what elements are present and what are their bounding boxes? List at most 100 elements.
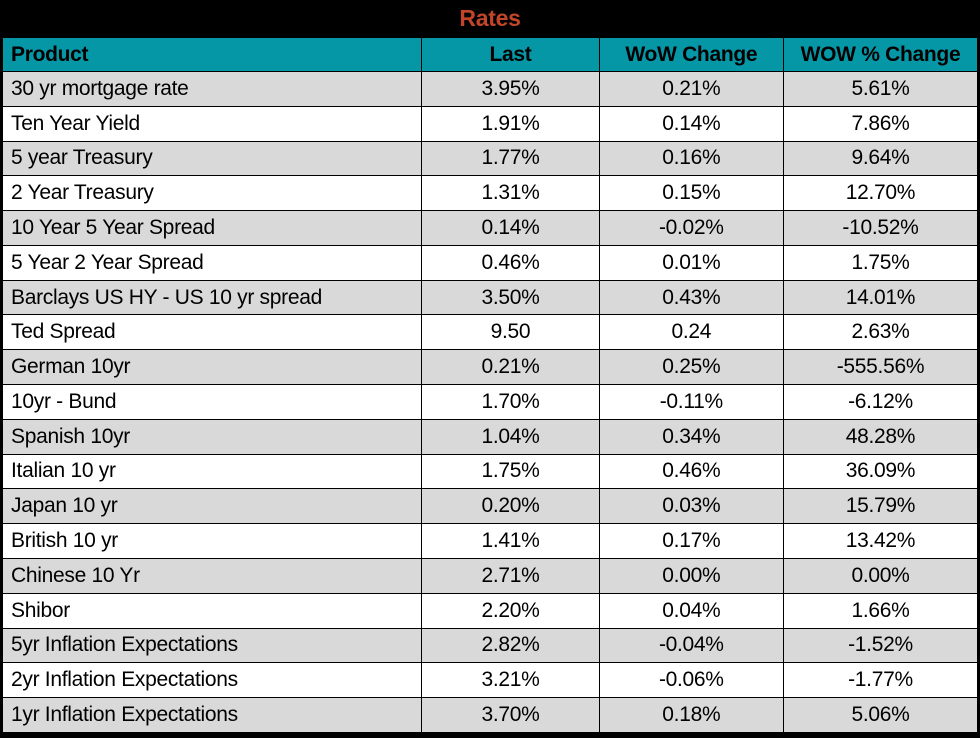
column-header-product: Product [1,37,423,72]
product-cell: Shibor [1,592,423,629]
value-cell: 0.14% [421,210,600,246]
table-title: Rates [459,5,521,31]
value-cell: -1.77% [782,662,979,699]
value-cell: 0.00% [598,557,784,594]
value-cell: 3.95% [421,71,600,107]
value-cell: 14.01% [782,279,979,316]
table-row: 5 year Treasury 1.77% 0.16% 9.64% [1,140,979,177]
product-cell: Italian 10 yr [1,453,423,490]
table-row: 10yr - Bund 1.70% -0.11% -6.12% [1,384,979,420]
value-cell: 3.70% [421,697,600,733]
product-cell: 30 yr mortgage rate [1,71,423,107]
value-cell: 0.21% [421,349,600,386]
table-row: British 10 yr 1.41% 0.17% 13.42% [1,523,979,559]
value-cell: 0.16% [598,140,784,177]
value-cell: -1.52% [782,627,979,664]
table-body: 30 yr mortgage rate 3.95% 0.21% 5.61% Ten Ye… [1,71,979,733]
value-cell: 1.75% [421,453,600,490]
table-row: Ten Year Yield 1.91% 0.14% 7.86% [1,105,979,142]
rates-table: Product Last WoW Change WOW % Change 30 … [1,37,979,733]
value-cell: 0.00% [782,557,979,594]
value-cell: -555.56% [782,349,979,386]
value-cell: 3.50% [421,279,600,316]
table-row: Chinese 10 Yr 2.71% 0.00% 0.00% [1,557,979,594]
value-cell: 0.14% [598,105,784,142]
value-cell: 12.70% [782,175,979,212]
value-cell: 2.20% [421,592,600,629]
value-cell: 0.17% [598,523,784,559]
value-cell: 15.79% [782,488,979,525]
product-cell: German 10yr [1,349,423,386]
value-cell: 0.18% [598,697,784,733]
table-row: Spanish 10yr 1.04% 0.34% 48.28% [1,418,979,455]
value-cell: 1.75% [782,244,979,281]
value-cell: 2.71% [421,557,600,594]
table-row: 1yr Inflation Expectations 3.70% 0.18% 5.06… [1,697,979,733]
column-header-wow-pct-change: WOW % Change [782,37,979,72]
table-row: German 10yr 0.21% 0.25% -555.56% [1,349,979,386]
value-cell: 5.06% [782,697,979,733]
table-header: Product Last WoW Change WOW % Change [1,37,979,72]
table-row: 10 Year 5 Year Spread 0.14% -0.02% -10.52% [1,210,979,246]
product-cell: 5yr Inflation Expectations [1,627,423,664]
table-row: 5 Year 2 Year Spread 0.46% 0.01% 1.75% [1,244,979,281]
value-cell: 0.24 [598,314,784,351]
product-cell: 1yr Inflation Expectations [1,697,423,733]
value-cell: 1.70% [421,384,600,420]
value-cell: 2.82% [421,627,600,664]
value-cell: 0.01% [598,244,784,281]
value-cell: 48.28% [782,418,979,455]
value-cell: 1.91% [421,105,600,142]
value-cell: 0.04% [598,592,784,629]
value-cell: 13.42% [782,523,979,559]
value-cell: -6.12% [782,384,979,420]
value-cell: 3.21% [421,662,600,699]
value-cell: 0.21% [598,71,784,107]
value-cell: 0.03% [598,488,784,525]
value-cell: 2.63% [782,314,979,351]
value-cell: -0.11% [598,384,784,420]
table-row: Barclays US HY - US 10 yr spread 3.50% 0.4… [1,279,979,316]
product-cell: Ten Year Yield [1,105,423,142]
table-row: 5yr Inflation Expectations 2.82% -0.04% -1.… [1,627,979,664]
value-cell: -10.52% [782,210,979,246]
table-row: 30 yr mortgage rate 3.95% 0.21% 5.61% [1,71,979,107]
product-cell: 5 year Treasury [1,140,423,177]
product-cell: Ted Spread [1,314,423,351]
value-cell: 0.20% [421,488,600,525]
table-row: Japan 10 yr 0.20% 0.03% 15.79% [1,488,979,525]
value-cell: 0.25% [598,349,784,386]
product-cell: Japan 10 yr [1,488,423,525]
table-row: 2 Year Treasury 1.31% 0.15% 12.70% [1,175,979,212]
column-header-wow-change: WoW Change [598,37,784,72]
value-cell: 7.86% [782,105,979,142]
value-cell: 0.15% [598,175,784,212]
table-row: Italian 10 yr 1.75% 0.46% 36.09% [1,453,979,490]
value-cell: 0.46% [421,244,600,281]
value-cell: -0.02% [598,210,784,246]
value-cell: 9.64% [782,140,979,177]
value-cell: -0.04% [598,627,784,664]
value-cell: 9.50 [421,314,600,351]
value-cell: 36.09% [782,453,979,490]
value-cell: 1.41% [421,523,600,559]
product-cell: British 10 yr [1,523,423,559]
header-row: Product Last WoW Change WOW % Change [1,37,979,72]
value-cell: 1.04% [421,418,600,455]
value-cell: 5.61% [782,71,979,107]
product-cell: Chinese 10 Yr [1,557,423,594]
value-cell: -0.06% [598,662,784,699]
product-cell: 2yr Inflation Expectations [1,662,423,699]
value-cell: 0.43% [598,279,784,316]
value-cell: 0.46% [598,453,784,490]
value-cell: 0.34% [598,418,784,455]
table-row: Ted Spread 9.50 0.24 2.63% [1,314,979,351]
product-cell: 5 Year 2 Year Spread [1,244,423,281]
value-cell: 1.31% [421,175,600,212]
value-cell: 1.77% [421,140,600,177]
value-cell: 1.66% [782,592,979,629]
product-cell: 2 Year Treasury [1,175,423,212]
table-row: Shibor 2.20% 0.04% 1.66% [1,592,979,629]
title-bar: Rates [2,0,978,37]
